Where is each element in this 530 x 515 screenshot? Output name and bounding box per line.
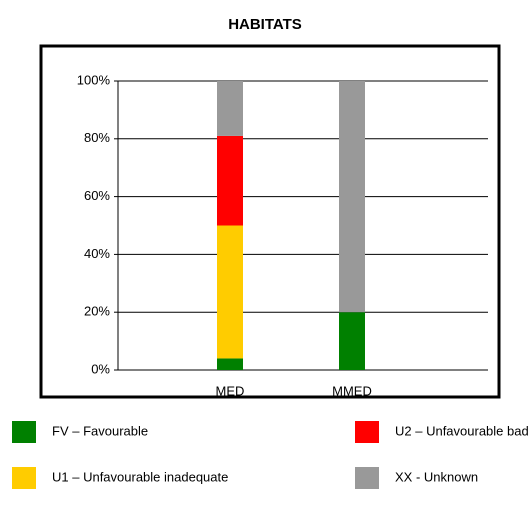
chart-title: HABITATS	[228, 16, 302, 33]
legend-swatch	[355, 421, 379, 443]
legend-label: FV – Favourable	[52, 423, 148, 438]
x-tick-label: MMED	[332, 383, 372, 398]
y-tick-label: 80%	[84, 130, 110, 145]
x-tick-label: MED	[216, 383, 245, 398]
y-tick-label: 60%	[84, 188, 110, 203]
bar-segment	[339, 312, 365, 370]
legend-swatch	[355, 467, 379, 489]
legend-label: U1 – Unfavourable inadequate	[52, 469, 228, 484]
bar-segment	[217, 225, 243, 359]
legend-swatch	[12, 421, 36, 443]
y-tick-label: 40%	[84, 246, 110, 261]
chart-frame	[39, 44, 501, 399]
legend-label: XX - Unknown	[395, 469, 478, 484]
bar-segment	[339, 81, 365, 313]
bar-segment	[217, 81, 243, 136]
y-tick-label: 100%	[77, 72, 111, 87]
legend-swatch	[12, 467, 36, 489]
legend-label: U2 – Unfavourable bad	[395, 423, 529, 438]
bar-segment	[217, 358, 243, 370]
y-tick-label: 20%	[84, 304, 110, 319]
bar-segment	[217, 135, 243, 226]
y-tick-label: 0%	[91, 361, 110, 376]
